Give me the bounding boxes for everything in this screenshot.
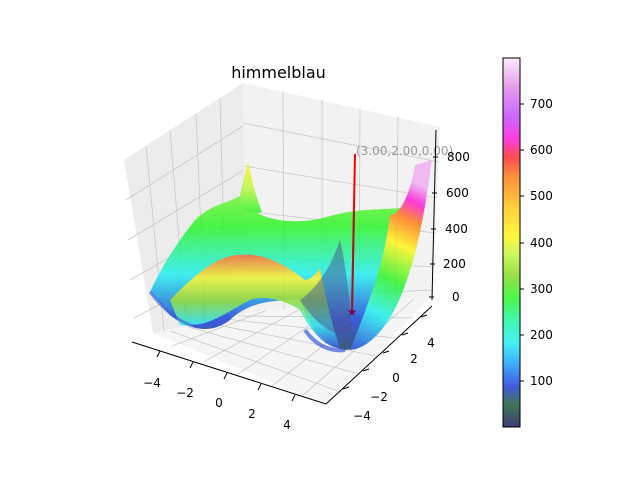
z-tick: 200: [443, 257, 466, 271]
z-tick: 0: [452, 290, 460, 304]
colorbar-tick: 600: [530, 143, 553, 157]
y-tick: −4: [353, 409, 371, 423]
minimum-annotation: (3.00,2.00,0.00): [356, 144, 453, 158]
y-tick: 0: [392, 371, 400, 385]
y-tick: 2: [410, 352, 418, 366]
y-axis-ticks: −4 −2 0 2 4: [342, 314, 435, 423]
z-tick: 600: [446, 186, 469, 200]
z-tick: 400: [445, 222, 468, 236]
y-tick: −2: [370, 390, 388, 404]
z-axis-ticks: 0 200 400 600 800: [429, 150, 470, 304]
z-tick: 800: [447, 150, 470, 164]
chart-title: himmelblau: [231, 63, 326, 82]
colorbar-tick: 200: [530, 328, 553, 342]
stem-line-occluded: [351, 211, 355, 313]
y-tick: 4: [427, 336, 435, 350]
colorbar: 100 200 300 400 500 600 700: [502, 57, 553, 428]
x-tick: −2: [176, 386, 194, 400]
x-tick: −4: [143, 376, 161, 390]
x-tick: 2: [248, 407, 256, 421]
colorbar-tick: 400: [530, 236, 553, 250]
x-tick: 4: [283, 418, 291, 432]
colorbar-tick: 500: [530, 189, 553, 203]
colorbar-tick: 100: [530, 374, 553, 388]
surface-plot: [148, 160, 432, 353]
colorbar-tick: 300: [530, 282, 553, 296]
x-axis-ticks: −4 −2 0 2 4: [143, 350, 296, 432]
x-tick: 0: [215, 396, 223, 410]
minimum-star-marker: ★: [347, 305, 358, 319]
colorbar-tick: 700: [530, 97, 553, 111]
axis-lines: [131, 129, 437, 405]
colorbar-gradient: [503, 58, 520, 427]
